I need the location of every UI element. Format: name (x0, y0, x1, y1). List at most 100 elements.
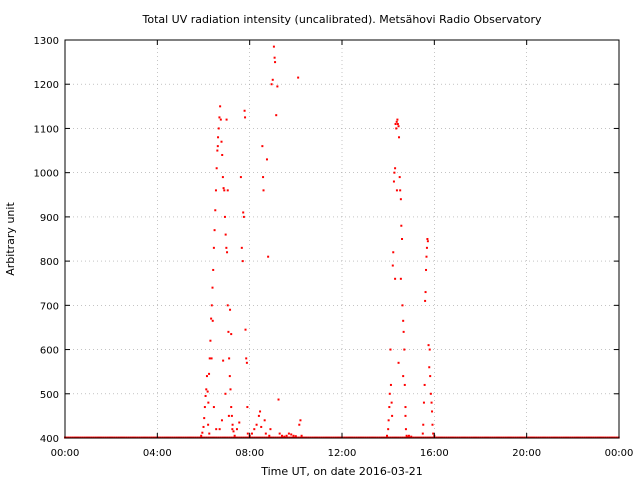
data-point (229, 308, 232, 311)
data-point (217, 136, 220, 139)
data-point (218, 116, 221, 119)
y-tick-label: 400 (40, 434, 59, 445)
data-point (422, 401, 425, 404)
data-point (200, 434, 203, 437)
data-point (278, 432, 281, 435)
data-point (287, 432, 290, 435)
data-point (404, 406, 407, 409)
data-point (203, 406, 206, 409)
data-point (423, 383, 426, 386)
data-point (223, 189, 226, 192)
data-point (245, 357, 248, 360)
data-point (300, 434, 303, 437)
data-point (399, 198, 402, 201)
data-point (387, 428, 390, 431)
data-point (393, 171, 396, 174)
data-point (244, 328, 247, 331)
data-point (235, 428, 238, 431)
data-point (225, 246, 228, 249)
data-point (232, 430, 235, 433)
data-point (221, 153, 224, 156)
data-point (264, 432, 267, 435)
data-point (245, 361, 248, 364)
data-point (246, 432, 249, 435)
data-point (401, 238, 404, 240)
data-point (387, 419, 390, 422)
data-point (403, 383, 406, 386)
data-point (402, 319, 405, 322)
data-point (263, 419, 266, 422)
data-point (208, 432, 211, 435)
x-tick-label: 00:00 (605, 448, 634, 459)
y-tick-label: 800 (40, 257, 59, 268)
data-point (216, 145, 219, 148)
data-point (219, 105, 222, 108)
data-point (226, 251, 229, 254)
data-point (230, 414, 233, 417)
data-point (205, 388, 208, 391)
data-point (224, 392, 227, 395)
data-point (226, 189, 229, 192)
data-point (390, 401, 393, 404)
data-point (228, 357, 231, 360)
y-tick-label: 1000 (34, 169, 59, 180)
data-point (394, 277, 397, 280)
data-point (238, 421, 241, 424)
data-point (221, 176, 224, 179)
data-point (424, 299, 427, 302)
data-point (242, 215, 245, 218)
data-point (403, 348, 406, 351)
data-point (227, 330, 230, 333)
data-point (290, 433, 293, 436)
data-point (216, 149, 219, 152)
y-axis-label: Arbitrary unit (4, 202, 17, 276)
data-point (292, 434, 295, 437)
data-point (230, 406, 233, 409)
data-point (222, 187, 225, 190)
x-tick-label: 20:00 (512, 448, 541, 459)
data-point (210, 304, 213, 307)
data-point (421, 432, 424, 435)
data-point (255, 423, 258, 426)
data-point (262, 189, 265, 192)
data-point (257, 414, 260, 417)
data-point (392, 180, 395, 183)
data-point (219, 118, 222, 121)
data-point (397, 125, 400, 128)
y-tick-label: 1100 (34, 124, 59, 135)
data-point (214, 209, 217, 212)
data-point (208, 357, 211, 360)
data-point (202, 425, 205, 428)
data-point (280, 434, 283, 437)
data-point (205, 375, 208, 378)
data-point (431, 410, 434, 413)
data-point (267, 255, 270, 258)
x-tick-label: 08:00 (235, 448, 264, 459)
data-point (388, 406, 391, 409)
data-point (220, 419, 223, 422)
data-point (407, 434, 410, 437)
data-point (299, 419, 302, 422)
data-point (260, 425, 263, 428)
data-point (388, 392, 391, 395)
data-point (241, 260, 244, 263)
data-point (214, 189, 217, 192)
data-point (212, 406, 215, 409)
data-point (405, 434, 408, 437)
data-point (430, 401, 433, 404)
plot-frame (64, 39, 620, 439)
data-point (298, 423, 301, 426)
data-point (227, 414, 230, 417)
data-point (404, 428, 407, 431)
data-point (228, 375, 231, 378)
data-point (250, 432, 253, 435)
data-point (271, 78, 274, 81)
data-point (243, 109, 246, 112)
data-point (294, 435, 297, 438)
data-point (395, 120, 398, 123)
data-point (270, 83, 273, 86)
data-point (224, 233, 227, 236)
data-point (402, 375, 405, 378)
data-point (212, 246, 215, 249)
data-point (207, 423, 210, 426)
